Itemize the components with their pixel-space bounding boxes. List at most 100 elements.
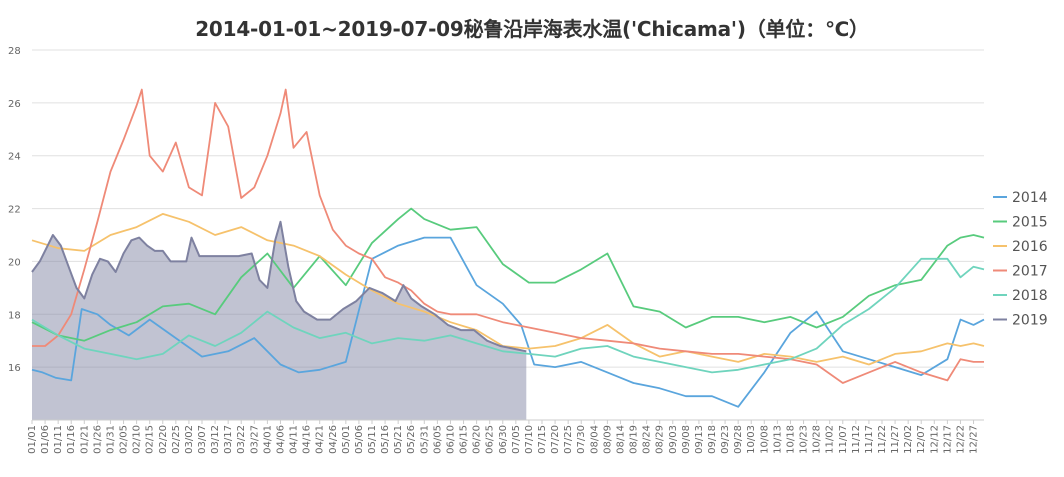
- x-tick-label: 02/05: [119, 425, 130, 454]
- x-tick-label: 07/10: [524, 425, 535, 454]
- x-tick-label: 04/16: [302, 425, 313, 454]
- x-tick-label: 02/25: [171, 425, 182, 454]
- x-tick-label: 08/24: [642, 425, 653, 454]
- x-tick-label: 09/28: [733, 425, 744, 454]
- x-tick-label: 09/18: [707, 425, 718, 454]
- x-tick-label: 03/27: [249, 425, 260, 454]
- x-tick-label: 07/15: [537, 425, 548, 454]
- x-tick-label: 06/10: [446, 425, 457, 454]
- legend-item-2014[interactable]: 2014: [993, 190, 1048, 206]
- x-tick-label: 07/05: [511, 425, 522, 454]
- x-tick-label: 08/09: [602, 425, 613, 454]
- x-tick-label: 05/21: [393, 425, 404, 454]
- series-area-2019: [32, 221, 527, 420]
- x-tick-label: 11/07: [838, 425, 849, 454]
- series-line-2019: [31, 220, 527, 353]
- x-tick-label: 03/02: [184, 425, 195, 454]
- chart-title: 2014-01-01~2019-07-09秘鲁沿岸海表水温('Chicama')…: [195, 17, 869, 41]
- x-tick-label: 11/17: [864, 425, 875, 454]
- y-tick-label: 18: [8, 310, 21, 321]
- x-tick-label: 01/06: [40, 425, 51, 454]
- line-layer: [31, 88, 985, 408]
- legend-label: 2019: [1012, 313, 1048, 329]
- legend-label: 2017: [1012, 264, 1048, 280]
- x-tick-label: 06/20: [472, 425, 483, 454]
- x-tick-label: 03/22: [236, 425, 247, 454]
- x-tick-label: 11/12: [851, 425, 862, 454]
- x-tick-label: 09/08: [681, 425, 692, 454]
- x-tick-label: 11/27: [890, 425, 901, 454]
- x-tick-label: 12/17: [942, 425, 953, 454]
- legend-label: 2018: [1012, 288, 1048, 304]
- x-tick-label: 09/23: [720, 425, 731, 454]
- x-tick-label: 06/30: [498, 425, 509, 454]
- x-tick-label: 03/07: [197, 425, 208, 454]
- x-tick-label: 12/07: [916, 425, 927, 454]
- x-tick-label: 11/02: [825, 425, 836, 454]
- legend-item-2016[interactable]: 2016: [993, 239, 1048, 255]
- x-tick-label: 07/20: [550, 425, 561, 454]
- x-tick-label: 12/02: [903, 425, 914, 454]
- x-tick-label: 08/04: [589, 425, 600, 454]
- x-tick-label: 09/03: [668, 425, 679, 454]
- x-tick-label: 05/26: [406, 425, 417, 454]
- x-tick-label: 03/17: [223, 425, 234, 454]
- x-tick-label: 09/13: [694, 425, 705, 454]
- series-line-2015: [31, 207, 985, 342]
- y-tick-label: 20: [8, 257, 21, 268]
- x-tick-label: 02/15: [145, 425, 156, 454]
- x-tick-label: 04/26: [328, 425, 339, 454]
- y-tick-label: 22: [8, 205, 21, 216]
- x-tick-label: 12/12: [929, 425, 940, 454]
- series-line-2017: [32, 88, 984, 384]
- x-tick-label: 10/13: [772, 425, 783, 454]
- x-tick-label: 02/20: [158, 425, 169, 454]
- y-tick-label: 28: [8, 46, 21, 57]
- x-tick-label: 08/19: [629, 425, 640, 454]
- legend-label: 2016: [1012, 239, 1048, 255]
- x-tick-label: 10/18: [786, 425, 797, 454]
- x-tick-label: 06/05: [432, 425, 443, 454]
- area-layer: [32, 221, 527, 420]
- legend-label: 2014: [1012, 190, 1048, 206]
- x-tick-label: 01/21: [79, 425, 90, 454]
- x-tick-label: 10/28: [812, 425, 823, 454]
- series-line-2018: [31, 257, 985, 374]
- series-line-2014: [31, 236, 985, 408]
- x-tick-label: 01/16: [66, 425, 77, 454]
- y-tick-label: 16: [8, 363, 21, 374]
- x-tick-label: 01/11: [53, 425, 64, 454]
- legend[interactable]: 2014 2015 2016 2017 2018 2019: [993, 190, 1048, 329]
- legend-label: 2015: [1012, 215, 1048, 231]
- x-tick-label: 12/22: [956, 425, 967, 454]
- x-tick-label: 05/06: [354, 425, 365, 454]
- legend-item-2019[interactable]: 2019: [993, 313, 1048, 329]
- x-tick-label: 07/25: [563, 425, 574, 454]
- legend-item-2015[interactable]: 2015: [993, 215, 1048, 231]
- legend-item-2017[interactable]: 2017: [993, 264, 1048, 280]
- x-tick-label: 08/14: [616, 425, 627, 454]
- y-tick-label: 24: [8, 152, 21, 163]
- x-tick-label: 04/21: [315, 425, 326, 454]
- legend-item-2018[interactable]: 2018: [993, 288, 1048, 304]
- x-tick-label: 03/12: [210, 425, 221, 454]
- x-tick-label: 05/11: [367, 425, 378, 454]
- x-tick-label: 12/27: [969, 425, 980, 454]
- x-tick-label: 07/30: [576, 425, 587, 454]
- x-tick-label: 02/10: [132, 425, 143, 454]
- x-tick-label: 10/08: [759, 425, 770, 454]
- x-tick-label: 10/23: [799, 425, 810, 454]
- x-tick-label: 04/11: [289, 425, 300, 454]
- x-tick-label: 06/15: [459, 425, 470, 454]
- y-tick-label: 26: [8, 99, 21, 110]
- x-tick-label: 05/31: [419, 425, 430, 454]
- series-line-2016: [31, 213, 985, 366]
- x-tick-label: 01/26: [92, 425, 103, 454]
- x-tick-label: 04/06: [276, 425, 287, 454]
- gridlines: [32, 49, 984, 368]
- x-tick-label: 11/22: [877, 425, 888, 454]
- x-tick-label: 10/03: [746, 425, 757, 454]
- x-tick-label: 06/25: [485, 425, 496, 454]
